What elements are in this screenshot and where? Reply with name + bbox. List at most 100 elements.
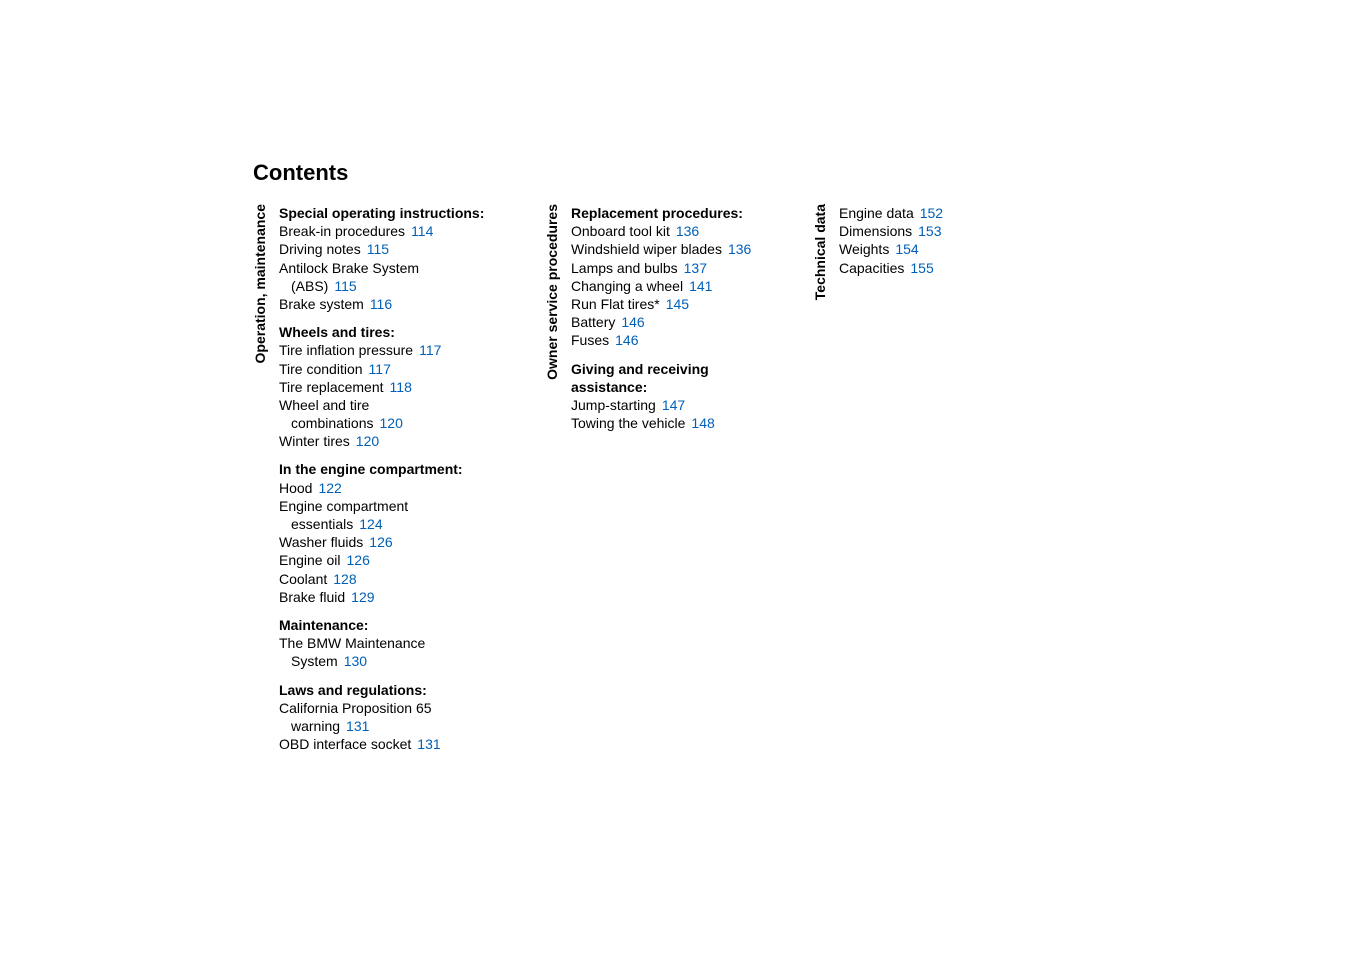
page-number: 118 bbox=[390, 379, 412, 395]
toc-entry[interactable]: Weights 154 bbox=[839, 240, 1039, 258]
entry-text: Fuses bbox=[571, 332, 609, 348]
entry-text: Jump-starting bbox=[571, 397, 656, 413]
page-number: 117 bbox=[369, 361, 391, 377]
toc-entry[interactable]: Dimensions 153 bbox=[839, 222, 1039, 240]
entry-text: Brake fluid bbox=[279, 589, 345, 605]
entry-text: Break-in procedures bbox=[279, 223, 405, 239]
page-number: 141 bbox=[689, 278, 712, 294]
toc-entry-continuation[interactable]: essentials 124 bbox=[279, 515, 497, 533]
toc-entry[interactable]: Washer fluids 126 bbox=[279, 533, 497, 551]
toc-entry[interactable]: Run Flat tires*145 bbox=[571, 295, 777, 313]
entry-text: Hood bbox=[279, 480, 312, 496]
toc-entry[interactable]: Fuses 146 bbox=[571, 331, 777, 349]
toc-entry[interactable]: Wheel and tire bbox=[279, 396, 497, 414]
entry-text: Brake system bbox=[279, 296, 364, 312]
entry-text: Engine oil bbox=[279, 552, 341, 568]
toc-entry-continuation[interactable]: combinations120 bbox=[279, 414, 497, 432]
entry-text: Wheel and tire bbox=[279, 397, 369, 413]
entry-text: Washer fluids bbox=[279, 534, 363, 550]
toc-entry[interactable]: Brake system116 bbox=[279, 295, 497, 313]
toc-entry[interactable]: Tire replacement 118 bbox=[279, 378, 497, 396]
entry-text: OBD interface socket bbox=[279, 736, 411, 752]
page-number: 137 bbox=[684, 260, 707, 276]
page-number: 124 bbox=[359, 516, 382, 532]
entry-text: Coolant bbox=[279, 571, 327, 587]
section-heading: Special operating instructions: bbox=[279, 204, 497, 222]
entry-text: Engine data bbox=[839, 205, 914, 221]
entry-text: California Proposition 65 bbox=[279, 700, 432, 716]
toc-entry[interactable]: Capacities155 bbox=[839, 259, 1039, 277]
toc-entry[interactable]: Hood122 bbox=[279, 479, 497, 497]
entry-text: Tire condition bbox=[279, 361, 363, 377]
entry-text: Dimensions bbox=[839, 223, 912, 239]
column-content: Replacement procedures: Onboard tool kit… bbox=[571, 204, 777, 432]
toc-entry[interactable]: Break-in procedures114 bbox=[279, 222, 497, 240]
entry-text: Changing a wheel bbox=[571, 278, 683, 294]
entry-text: Windshield wiper blades bbox=[571, 241, 722, 257]
document-page: Contents Operation, maintenance Special … bbox=[0, 0, 1351, 753]
toc-entry[interactable]: California Proposition 65 bbox=[279, 699, 497, 717]
toc-entry-continuation[interactable]: (ABS)115 bbox=[279, 277, 497, 295]
toc-entry[interactable]: Tire condition 117 bbox=[279, 360, 497, 378]
page-number: 145 bbox=[666, 296, 689, 312]
page-number: 154 bbox=[895, 241, 918, 257]
entry-text: Driving notes bbox=[279, 241, 361, 257]
page-number: 126 bbox=[347, 552, 370, 568]
toc-entry[interactable]: Windshield wiper blades 136 bbox=[571, 240, 777, 258]
section-heading: In the engine compartment: bbox=[279, 460, 497, 478]
toc-entry[interactable]: Driving notes115 bbox=[279, 240, 497, 258]
page-number: 128 bbox=[333, 571, 356, 587]
column-label: Technical data bbox=[813, 204, 827, 302]
toc-entry[interactable]: Engine data 152 bbox=[839, 204, 1039, 222]
section-heading: Giving and receiving assistance: bbox=[571, 360, 777, 396]
entry-text: essentials bbox=[291, 516, 353, 532]
page-number: 146 bbox=[621, 314, 644, 330]
toc-entry[interactable]: Brake fluid 129 bbox=[279, 588, 497, 606]
section-heading: Laws and regulations: bbox=[279, 681, 497, 699]
page-number: 126 bbox=[369, 534, 392, 550]
toc-entry[interactable]: The BMW Maintenance bbox=[279, 634, 497, 652]
toc-entry[interactable]: Changing a wheel 141 bbox=[571, 277, 777, 295]
page-number: 146 bbox=[615, 332, 638, 348]
page-number: 129 bbox=[351, 589, 374, 605]
section-heading: Replacement procedures: bbox=[571, 204, 777, 222]
entry-text: Tire replacement bbox=[279, 379, 384, 395]
toc-entry[interactable]: Antilock Brake System bbox=[279, 259, 497, 277]
page-title: Contents bbox=[253, 160, 1351, 186]
page-number: 120 bbox=[356, 433, 379, 449]
page-number: 147 bbox=[662, 397, 685, 413]
toc-entry[interactable]: Jump-starting 147 bbox=[571, 396, 777, 414]
entry-text: warning bbox=[291, 718, 340, 734]
toc-entry[interactable]: Battery146 bbox=[571, 313, 777, 331]
toc-entry[interactable]: Engine compartment bbox=[279, 497, 497, 515]
toc-entry[interactable]: Lamps and bulbs 137 bbox=[571, 259, 777, 277]
toc-entry[interactable]: Tire inflation pressure 117 bbox=[279, 341, 497, 359]
page-number: 152 bbox=[920, 205, 943, 221]
column-label: Owner service procedures bbox=[545, 204, 559, 382]
toc-entry-continuation[interactable]: warning131 bbox=[279, 717, 497, 735]
toc-entry[interactable]: Onboard tool kit136 bbox=[571, 222, 777, 240]
page-number: 115 bbox=[334, 278, 356, 294]
column-label: Operation, maintenance bbox=[253, 204, 267, 365]
page-number: 117 bbox=[419, 342, 441, 358]
entry-text: Tire inflation pressure bbox=[279, 342, 413, 358]
page-number: 130 bbox=[344, 653, 367, 669]
toc-entry[interactable]: Coolant 128 bbox=[279, 570, 497, 588]
toc-entry-continuation[interactable]: System130 bbox=[279, 652, 497, 670]
entry-text: The BMW Maintenance bbox=[279, 635, 425, 651]
toc-entry[interactable]: Winter tires120 bbox=[279, 432, 497, 450]
toc-entry[interactable]: Towing the vehicle148 bbox=[571, 414, 777, 432]
entry-text: Weights bbox=[839, 241, 889, 257]
toc-entry[interactable]: Engine oil 126 bbox=[279, 551, 497, 569]
page-number: 153 bbox=[918, 223, 941, 239]
entry-text: Engine compartment bbox=[279, 498, 408, 514]
section-heading: Wheels and tires: bbox=[279, 323, 497, 341]
entry-text: combinations bbox=[291, 415, 374, 431]
column-technical-data: Technical data Engine data 152 Dimensions… bbox=[813, 204, 1039, 302]
entry-text: Lamps and bulbs bbox=[571, 260, 678, 276]
toc-entry[interactable]: OBD interface socket131 bbox=[279, 735, 497, 753]
column-content: Engine data152 Dimensions153 Weights154 … bbox=[839, 204, 1039, 277]
page-number: 136 bbox=[728, 241, 751, 257]
entry-text: Onboard tool kit bbox=[571, 223, 670, 239]
section-heading: Maintenance: bbox=[279, 616, 497, 634]
